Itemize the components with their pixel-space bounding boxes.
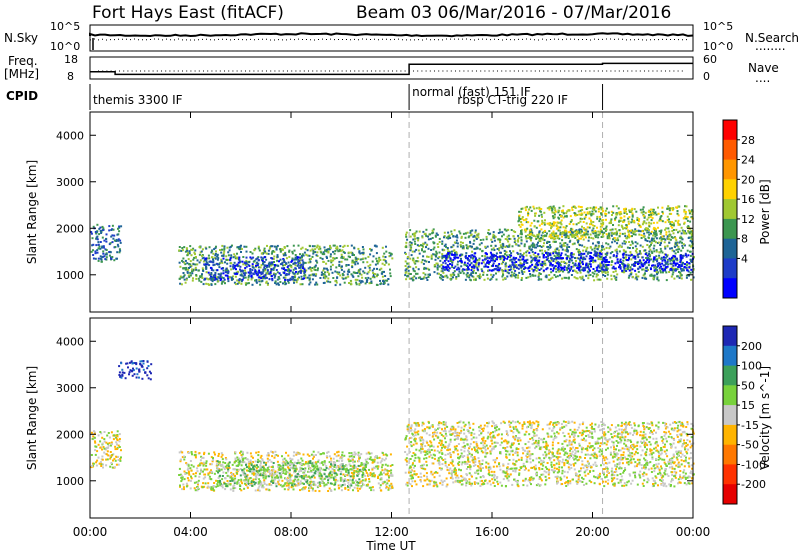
noise-panel xyxy=(89,24,694,52)
nsearch-label: N.Search xyxy=(745,31,799,45)
cpid-label: CPID xyxy=(6,89,38,103)
freq-label: Freq. xyxy=(8,54,38,68)
cpid-mode-rbsp: rbsp CT-trig 220 IF xyxy=(457,93,568,107)
colorbar-swatch-1-7 xyxy=(723,464,737,485)
ytick-label-1-1: 2000 xyxy=(56,428,84,441)
ytick-label-1-0: 1000 xyxy=(56,475,84,488)
colorbar-tick-1-6: -100 xyxy=(741,458,766,471)
colorbar-swatch-0-5 xyxy=(723,218,737,240)
velocity-ylabel: Slant Range [km] xyxy=(25,366,39,470)
colorbar-swatch-1-3 xyxy=(723,385,737,406)
colorbar-tick-1-2: 50 xyxy=(741,379,755,392)
colorbar-tick-1-7: -200 xyxy=(741,478,766,491)
power-panel: Slant Range [km] 1000 2000 3000 4000 28 24 20… xyxy=(25,111,772,313)
colorbar-swatch-1-0 xyxy=(723,326,737,347)
colorbar-tick-0-6: 4 xyxy=(741,252,748,265)
noise-right-tick-top: 10^5 xyxy=(703,20,733,33)
ytick-label-1-2: 3000 xyxy=(56,382,84,395)
nave-dots: .... xyxy=(755,71,770,85)
cpid-mode-themis: themis 3300 IF xyxy=(93,93,183,107)
time-axis-ticks: 00:00 04:00 08:00 12:00 16:00 20:00 00:00 xyxy=(73,112,711,539)
xtick-label-3: 12:00 xyxy=(374,525,409,539)
colorbar-swatch-1-1 xyxy=(723,345,737,367)
ytick-label-0-1: 2000 xyxy=(56,222,84,235)
xtick-label-5: 20:00 xyxy=(575,525,610,539)
colorbar-tick-0-2: 20 xyxy=(741,173,755,186)
noise-trace xyxy=(89,32,694,50)
power-yticks: 1000 2000 3000 4000 xyxy=(56,129,693,282)
velocity-scatter-cells xyxy=(90,318,695,518)
noise-left-tick-bottom: 10^0 xyxy=(50,40,80,53)
velocity-colorbar-label: Velocity [m s^-1] xyxy=(758,366,772,470)
colorbar-swatch-1-5 xyxy=(723,424,737,446)
beam-date: Beam 03 06/Mar/2016 - 07/Mar/2016 xyxy=(356,3,671,23)
nsearch-dots: ........ xyxy=(755,39,786,53)
power-ylabel: Slant Range [km] xyxy=(25,160,39,264)
nave-right-tick-top: 60 xyxy=(703,53,717,66)
xtick-label-2: 08:00 xyxy=(274,525,309,539)
noise-left-tick-top: 10^5 xyxy=(50,20,80,33)
ytick-label-0-2: 3000 xyxy=(56,176,84,189)
noise-right-tick-bottom: 10^0 xyxy=(703,40,733,53)
colorbar-swatch-0-1 xyxy=(723,139,737,161)
xtick-label-1: 04:00 xyxy=(173,525,208,539)
freq-unit-label: [MHz] xyxy=(4,67,39,81)
velocity-colorbar: 200 100 50 15 -15 -50 -100 -200 xyxy=(722,325,766,505)
colorbar-swatch-0-4 xyxy=(723,199,737,220)
colorbar-swatch-0-0 xyxy=(723,120,737,141)
colorbar-tick-1-3: 15 xyxy=(741,399,755,412)
colorbar-tick-0-1: 24 xyxy=(741,154,755,167)
velocity-yticks: 1000 2000 3000 4000 xyxy=(56,335,693,488)
colorbar-tick-0-4: 12 xyxy=(741,213,755,226)
velocity-panel: Slant Range [km] 1000 2000 3000 4000 200 100… xyxy=(25,317,772,519)
colorbar-swatch-1-8 xyxy=(723,484,737,505)
colorbar-tick-1-1: 100 xyxy=(741,360,762,373)
colorbar-tick-1-5: -50 xyxy=(741,439,759,452)
colorbar-tick-0-3: 16 xyxy=(741,193,755,206)
ytick-label-0-3: 4000 xyxy=(56,129,84,142)
power-colorbar-label: Power [dB] xyxy=(758,179,772,244)
cpid-bar: themis 3300 IF normal (fast) 151 IF rbsp… xyxy=(89,84,604,110)
nave-right-tick-bottom: 0 xyxy=(703,70,710,83)
nave-label: Nave xyxy=(748,61,779,75)
colorbar-swatch-0-6 xyxy=(723,238,737,259)
power-scatter-cells xyxy=(90,112,695,312)
power-colorbar: 28 24 20 16 12 8 4 xyxy=(722,119,755,299)
colorbar-tick-0-0: 28 xyxy=(741,134,755,147)
cpid-mode-normal: normal (fast) 151 IF xyxy=(412,85,531,99)
xtick-label-6: 00:00 xyxy=(676,525,711,539)
ytick-label-0-0: 1000 xyxy=(56,269,84,282)
colorbar-swatch-0-3 xyxy=(723,179,737,200)
frequency-panel xyxy=(89,56,694,80)
colorbar-tick-0-5: 8 xyxy=(741,233,748,246)
colorbar-swatch-0-2 xyxy=(723,159,737,180)
colorbar-swatch-1-6 xyxy=(723,444,737,465)
colorbar-swatch-0-7 xyxy=(723,258,737,279)
colorbar-tick-1-4: -15 xyxy=(741,419,759,432)
time-axis-label: Time UT xyxy=(365,539,416,553)
freq-left-tick-bottom: 8 xyxy=(67,70,74,83)
xtick-label-0: 00:00 xyxy=(73,525,108,539)
plot-title: Fort Hays East (fitACF) xyxy=(92,3,284,23)
nsky-label: N.Sky xyxy=(4,31,38,45)
frequency-trace xyxy=(90,62,693,76)
colorbar-swatch-0-8 xyxy=(723,278,737,299)
colorbar-tick-1-0: 200 xyxy=(741,340,762,353)
freq-left-tick-top: 18 xyxy=(64,53,78,66)
colorbar-swatch-1-2 xyxy=(723,365,737,386)
colorbar-swatch-1-4 xyxy=(723,405,737,426)
ytick-label-1-3: 4000 xyxy=(56,335,84,348)
xtick-label-4: 16:00 xyxy=(475,525,510,539)
